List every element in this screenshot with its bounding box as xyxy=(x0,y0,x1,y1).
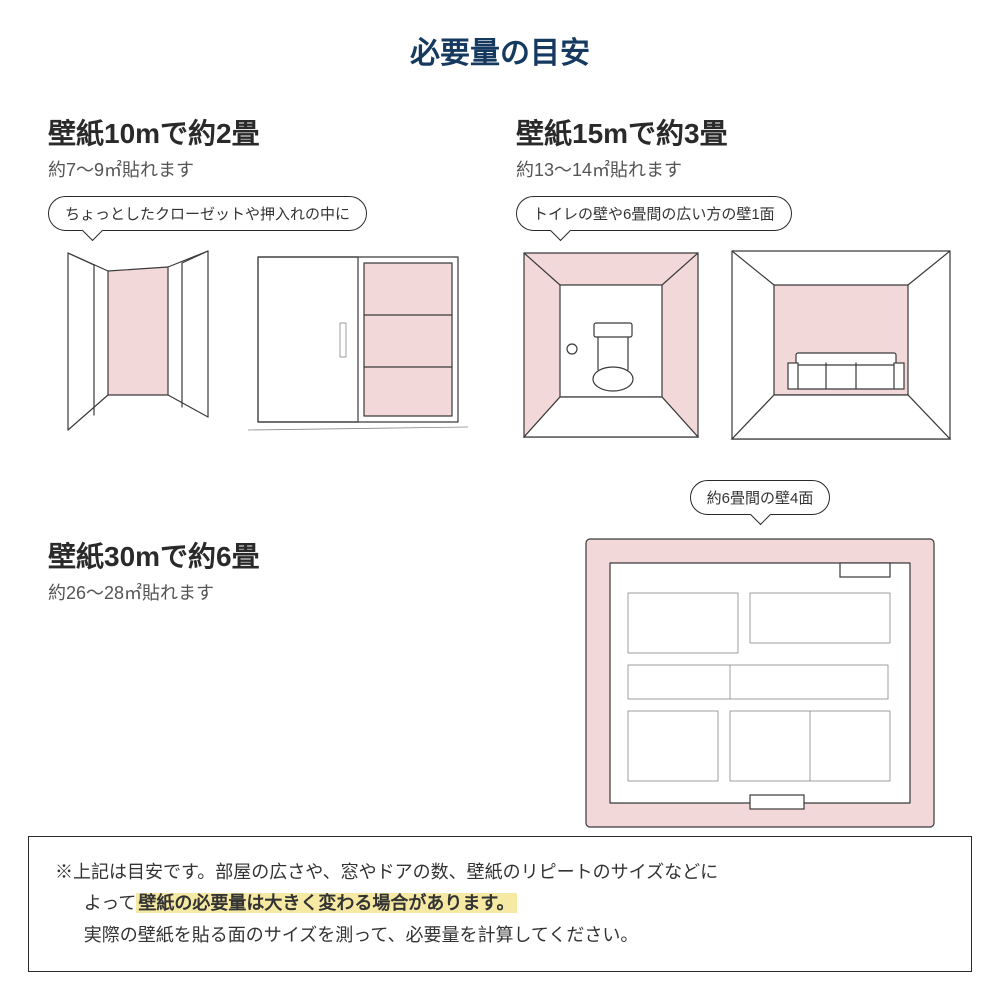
section-15m-sub: 約13～14㎡貼れます xyxy=(516,156,956,182)
section-10m-sub: 約7～9㎡貼れます xyxy=(48,156,468,182)
section-30m-figure: 約6畳間の壁4面 xyxy=(580,480,940,838)
toilet-room-icon xyxy=(516,245,706,445)
section-30m-bubble: 約6畳間の壁4面 xyxy=(690,480,831,515)
floor-plan-icon xyxy=(580,533,940,833)
page-title: 必要量の目安 xyxy=(0,0,1000,72)
note-line2-prefix: よって xyxy=(84,893,137,913)
note-line1: ※上記は目安です。部屋の広さや、窓やドアの数、壁紙のリピートのサイズなどに xyxy=(55,862,718,882)
section-15m-heading: 壁紙15mで約3畳 xyxy=(516,112,956,152)
sections-grid: 壁紙10mで約2畳 約7～9㎡貼れます ちょっとしたクローゼットや押入れの中に xyxy=(0,72,1000,445)
section-15m: 壁紙15mで約3畳 約13～14㎡貼れます トイレの壁や6畳間の広い方の壁1面 xyxy=(516,112,956,445)
section-10m: 壁紙10mで約2畳 約7～9㎡貼れます ちょっとしたクローゼットや押入れの中に xyxy=(48,112,468,445)
note-box: ※上記は目安です。部屋の広さや、窓やドアの数、壁紙のリピートのサイズなどに よっ… xyxy=(28,836,972,973)
section-10m-heading: 壁紙10mで約2畳 xyxy=(48,112,468,152)
closet-sliding-icon xyxy=(248,245,468,435)
living-room-accent-icon xyxy=(726,245,956,445)
note-line3: 実際の壁紙を貼る面のサイズを測って、必要量を計算してください。 xyxy=(55,920,945,952)
note-line2: よって壁紙の必要量は大きく変わる場合があります。 xyxy=(55,888,945,920)
note-highlight: 壁紙の必要量は大きく変わる場合があります。 xyxy=(136,893,516,913)
section-15m-bubble: トイレの壁や6畳間の広い方の壁1面 xyxy=(516,196,792,231)
closet-open-icon xyxy=(48,245,228,435)
section-10m-bubble: ちょっとしたクローゼットや押入れの中に xyxy=(48,196,367,231)
